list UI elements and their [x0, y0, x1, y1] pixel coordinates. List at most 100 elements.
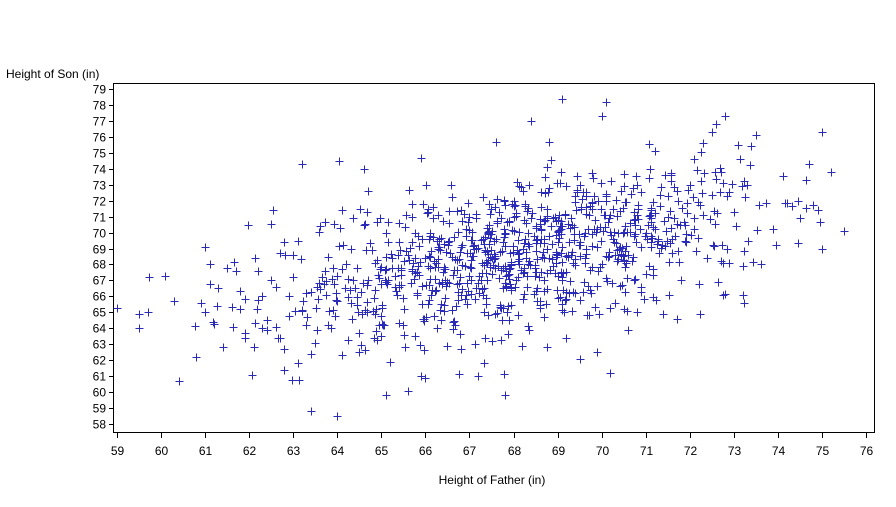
- data-point: [437, 316, 446, 325]
- data-point: [267, 276, 276, 285]
- data-point: [420, 346, 429, 355]
- data-point: [585, 311, 594, 320]
- data-point: [523, 283, 532, 292]
- data-point: [254, 267, 263, 276]
- data-point: [576, 252, 585, 261]
- data-point: [422, 181, 431, 190]
- data-point: [431, 287, 440, 296]
- data-point: [387, 250, 396, 259]
- data-point: [587, 289, 596, 298]
- data-point: [377, 332, 386, 341]
- data-point: [497, 304, 506, 313]
- data-point: [475, 272, 484, 281]
- data-point: [827, 168, 836, 177]
- data-point: [597, 179, 606, 188]
- data-point: [502, 282, 511, 291]
- data-point: [666, 239, 675, 248]
- data-point: [349, 276, 358, 285]
- data-point: [712, 120, 721, 129]
- data-point: [344, 275, 353, 284]
- data-point: [515, 249, 524, 258]
- data-point: [486, 263, 495, 272]
- data-point: [714, 278, 723, 287]
- data-point: [695, 280, 704, 289]
- data-point: [419, 200, 428, 209]
- data-point: [455, 279, 464, 288]
- data-point: [692, 247, 701, 256]
- data-point: [338, 206, 347, 215]
- data-point: [400, 331, 409, 340]
- data-point: [384, 218, 393, 227]
- data-point: [333, 272, 342, 281]
- y-tick-label: 78: [93, 99, 107, 113]
- y-tick-label: 71: [93, 211, 107, 225]
- data-point: [657, 244, 666, 253]
- data-point: [501, 262, 510, 271]
- data-point: [307, 407, 316, 416]
- data-point: [604, 218, 613, 227]
- data-point: [591, 216, 600, 225]
- data-point: [514, 311, 523, 320]
- data-point: [617, 251, 626, 260]
- data-point: [480, 359, 489, 368]
- data-point: [545, 232, 554, 241]
- x-tick-label: 67: [463, 444, 477, 458]
- data-point: [481, 233, 490, 242]
- data-point: [668, 249, 677, 258]
- data-point: [809, 201, 818, 210]
- data-point: [462, 232, 471, 241]
- y-tick-label: 60: [93, 386, 107, 400]
- data-point: [611, 299, 620, 308]
- data-point: [640, 295, 649, 304]
- data-point: [411, 229, 420, 238]
- data-point: [623, 274, 632, 283]
- data-point: [338, 351, 347, 360]
- data-point: [560, 308, 569, 317]
- data-point: [280, 345, 289, 354]
- data-point: [472, 245, 481, 254]
- data-point: [543, 163, 552, 172]
- data-point: [589, 174, 598, 183]
- data-point: [493, 195, 502, 204]
- data-point: [525, 181, 534, 190]
- data-point: [693, 166, 702, 175]
- data-point: [433, 237, 442, 246]
- data-point: [439, 268, 448, 277]
- data-point: [376, 214, 385, 223]
- data-point: [665, 291, 674, 300]
- data-point: [462, 291, 471, 300]
- data-point: [440, 240, 449, 249]
- data-point: [518, 342, 527, 351]
- data-point: [630, 216, 639, 225]
- data-point: [454, 296, 463, 305]
- data-point: [631, 230, 640, 239]
- data-point: [662, 227, 671, 236]
- data-point: [519, 295, 528, 304]
- data-point: [683, 199, 692, 208]
- data-point: [482, 300, 491, 309]
- data-point: [619, 252, 628, 261]
- data-point: [357, 341, 366, 350]
- data-point: [588, 198, 597, 207]
- data-point: [576, 296, 585, 305]
- data-point: [464, 218, 473, 227]
- data-point: [465, 272, 474, 281]
- data-point: [289, 273, 298, 282]
- data-point: [322, 277, 331, 286]
- data-point: [514, 250, 523, 259]
- data-point: [285, 312, 294, 321]
- data-point: [536, 220, 545, 229]
- data-point: [458, 285, 467, 294]
- data-point: [710, 242, 719, 251]
- data-point: [423, 209, 432, 218]
- data-point: [576, 241, 585, 250]
- data-point: [533, 235, 542, 244]
- data-point: [690, 214, 699, 223]
- data-point: [649, 198, 658, 207]
- data-point: [436, 246, 445, 255]
- data-point: [674, 247, 683, 256]
- y-tick-label: 69: [93, 243, 107, 257]
- data-point: [434, 211, 443, 220]
- data-point: [606, 369, 615, 378]
- y-tick-label: 65: [93, 306, 107, 320]
